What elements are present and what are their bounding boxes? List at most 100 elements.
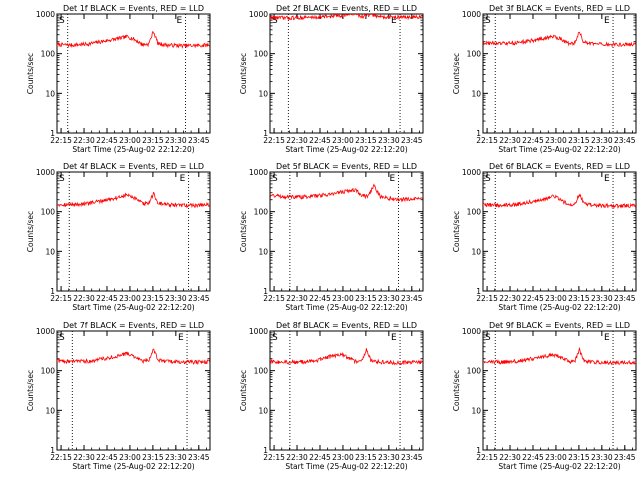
y-tick-label: 1 <box>476 129 481 138</box>
x-tick-label: 23:30 <box>165 136 187 145</box>
y-axis-label: Counts/sec <box>452 211 461 252</box>
x-axis-label: Start Time (25-Aug-02 22:12:20) <box>498 462 620 471</box>
y-tick-label: 100 <box>467 208 482 217</box>
plot-frame <box>269 13 424 134</box>
panel-det-3: Det 3f BLACK = Events, RED = LLD 1 10 100 10… <box>452 4 637 154</box>
x-tick-label: 23:00 <box>332 453 354 462</box>
x-tick-label: 23:45 <box>614 294 636 303</box>
start-marker-label: S <box>59 16 65 26</box>
x-tick-label: 23:00 <box>119 136 141 145</box>
x-tick-label: 22:15 <box>476 294 498 303</box>
x-tick-label: 23:45 <box>401 453 423 462</box>
x-axis-label: Start Time (25-Aug-02 22:12:20) <box>72 462 194 471</box>
y-axis-label: Counts/sec <box>452 370 461 411</box>
panel-det-1: Det 1f BLACK = Events, RED = LLD 1 10 100 10… <box>26 4 211 154</box>
lld-series-line <box>57 192 210 209</box>
y-tick-label: 100 <box>41 50 56 59</box>
panel-det-8: Det 8f BLACK = Events, RED = LLD 1 10 100 10… <box>239 321 424 471</box>
plot-frame <box>482 13 637 134</box>
panel-title: Det 8f BLACK = Events, RED = LLD <box>276 321 417 330</box>
y-tick-label: 10 <box>258 406 268 415</box>
x-tick-label: 23:45 <box>401 136 423 145</box>
lld-series-line <box>270 14 423 21</box>
y-tick-label: 1 <box>263 446 268 455</box>
end-marker-label: E <box>604 333 610 343</box>
end-marker-label: E <box>177 16 183 26</box>
x-tick-label: 22:30 <box>499 453 521 462</box>
x-tick-label: 23:00 <box>119 294 141 303</box>
x-tick-label: 22:45 <box>309 294 331 303</box>
x-tick-label: 22:45 <box>309 453 331 462</box>
panel-det-5: Det 5f BLACK = Events, RED = LLD 1 10 100 10… <box>239 162 424 312</box>
panel-title: Det 9f BLACK = Events, RED = LLD <box>489 321 630 330</box>
plot-frame <box>482 330 637 451</box>
panel-title: Det 6f BLACK = Events, RED = LLD <box>489 162 630 171</box>
y-tick-label: 10 <box>45 89 55 98</box>
y-axis-label: Counts/sec <box>452 53 461 94</box>
y-tick-label: 1000 <box>249 168 268 177</box>
panel-det-6: Det 6f BLACK = Events, RED = LLD 1 10 100 10… <box>452 162 637 312</box>
x-tick-label: 22:30 <box>286 136 308 145</box>
x-tick-label: 23:00 <box>545 453 567 462</box>
start-marker-label: S <box>272 174 278 184</box>
x-axis-label: Start Time (25-Aug-02 22:12:20) <box>285 303 407 312</box>
panel-det-7: Det 7f BLACK = Events, RED = LLD 1 10 100 10… <box>26 321 211 471</box>
x-tick-label: 23:30 <box>165 294 187 303</box>
x-tick-label: 23:15 <box>568 136 590 145</box>
start-marker-label: S <box>59 333 65 343</box>
y-tick-label: 1 <box>476 446 481 455</box>
start-marker-label: S <box>272 16 278 26</box>
y-tick-label: 100 <box>467 367 482 376</box>
lld-series-line <box>270 348 423 366</box>
y-axis-label: Counts/sec <box>239 370 248 411</box>
panel-title: Det 7f BLACK = Events, RED = LLD <box>63 321 204 330</box>
end-marker-label: E <box>390 174 396 184</box>
x-tick-label: 23:45 <box>188 294 210 303</box>
end-marker-label: E <box>604 16 610 26</box>
y-axis-label: Counts/sec <box>26 370 35 411</box>
y-tick-label: 1 <box>50 446 55 455</box>
y-tick-label: 1000 <box>36 327 55 336</box>
start-marker-label: S <box>485 333 491 343</box>
lld-series-line <box>483 346 636 366</box>
y-tick-label: 1000 <box>249 327 268 336</box>
plot-frame <box>56 13 211 134</box>
y-tick-label: 10 <box>471 247 481 256</box>
lld-series-line <box>270 183 423 203</box>
x-tick-label: 22:45 <box>309 136 331 145</box>
end-marker-label: E <box>391 16 397 26</box>
x-tick-label: 23:30 <box>591 294 613 303</box>
x-tick-label: 23:00 <box>545 136 567 145</box>
start-marker-label: S <box>485 174 491 184</box>
x-tick-label: 22:30 <box>499 294 521 303</box>
panel-det-2: Det 2f BLACK = Events, RED = LLD 1 10 100 10… <box>239 4 424 154</box>
x-tick-label: 22:15 <box>263 294 285 303</box>
x-tick-label: 23:30 <box>378 136 400 145</box>
plot-frame <box>269 171 424 292</box>
y-axis-label: Counts/sec <box>26 211 35 252</box>
y-tick-label: 1 <box>50 287 55 296</box>
x-tick-label: 23:00 <box>545 294 567 303</box>
y-tick-label: 1000 <box>462 10 481 19</box>
x-tick-label: 23:15 <box>142 453 164 462</box>
x-tick-label: 23:30 <box>378 453 400 462</box>
x-tick-label: 22:45 <box>522 294 544 303</box>
x-axis-label: Start Time (25-Aug-02 22:12:20) <box>72 145 194 154</box>
x-tick-label: 22:30 <box>499 136 521 145</box>
x-tick-label: 23:15 <box>355 294 377 303</box>
x-tick-label: 22:30 <box>73 453 95 462</box>
x-tick-label: 22:15 <box>50 453 72 462</box>
x-tick-label: 23:30 <box>591 136 613 145</box>
x-tick-label: 22:45 <box>522 453 544 462</box>
y-tick-label: 1 <box>50 129 55 138</box>
end-marker-label: E <box>391 333 397 343</box>
start-marker-label: S <box>272 333 278 343</box>
x-tick-label: 22:30 <box>73 136 95 145</box>
panel-title: Det 4f BLACK = Events, RED = LLD <box>63 162 204 171</box>
y-tick-label: 100 <box>254 367 269 376</box>
lld-series-line <box>483 193 636 209</box>
x-tick-label: 23:30 <box>378 294 400 303</box>
x-axis-label: Start Time (25-Aug-02 22:12:20) <box>498 145 620 154</box>
x-tick-label: 22:15 <box>50 136 72 145</box>
